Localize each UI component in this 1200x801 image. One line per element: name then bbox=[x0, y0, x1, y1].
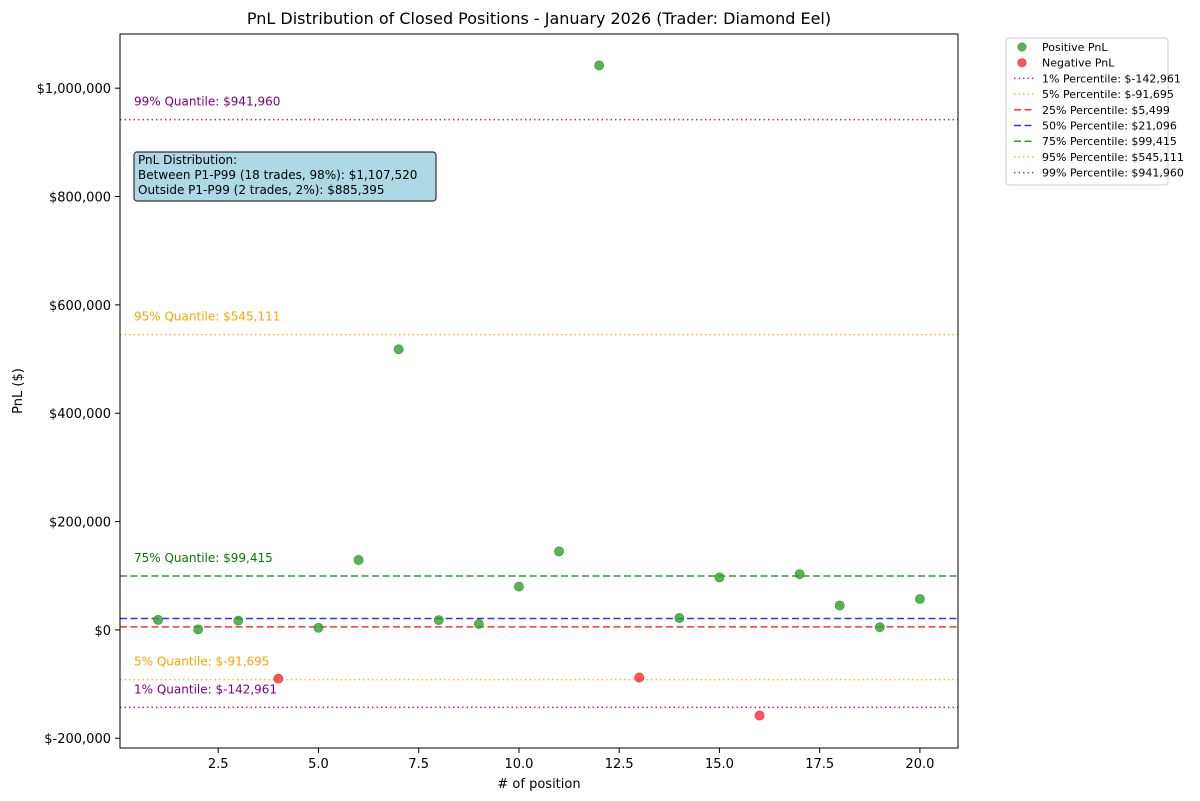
y-axis: $-200,000 $0 $200,000 $400,000 $600,000 $800,… bbox=[37, 82, 120, 747]
x-tick-label: 2.5 bbox=[208, 757, 229, 772]
data-point bbox=[594, 60, 605, 71]
x-axis: 2.5 5.0 7.5 10.0 12.5 15.0 17.5 20.0 bbox=[208, 748, 934, 772]
data-point bbox=[433, 615, 444, 626]
legend-entry-label: 25% Percentile: $5,499 bbox=[1042, 104, 1170, 117]
legend: Positive PnL Negative PnL 1% Percentile: $… bbox=[1005, 37, 1184, 186]
legend-entry-label: Negative PnL bbox=[1042, 57, 1115, 70]
y-tick-label: $0 bbox=[94, 624, 111, 639]
data-point bbox=[514, 581, 524, 592]
quantile-annotation: 99% Quantile: $941,960 bbox=[134, 95, 280, 109]
reference-lines bbox=[120, 118, 958, 709]
chart-title: PnL Distribution of Closed Positions - J… bbox=[247, 9, 831, 28]
data-point bbox=[233, 615, 244, 626]
data-point bbox=[273, 673, 284, 684]
quantile-annotation: 5% Quantile: $-91,695 bbox=[134, 655, 269, 669]
data-point bbox=[714, 572, 725, 583]
data-point bbox=[754, 710, 765, 721]
quantile-annotation: 1% Quantile: $-142,961 bbox=[134, 682, 277, 696]
data-points bbox=[153, 60, 925, 721]
legend-entry-label: 99% Percentile: $941,960 bbox=[1042, 167, 1184, 180]
x-tick-label: 20.0 bbox=[905, 757, 934, 772]
quantile-annotations: 1% Quantile: $-142,961 5% Quantile: $-91,… bbox=[134, 95, 280, 697]
x-axis-label: # of position bbox=[497, 777, 580, 792]
legend-frame bbox=[1005, 37, 1169, 186]
data-point bbox=[874, 622, 885, 633]
x-tick-label: 15.0 bbox=[705, 757, 734, 772]
plot-frame bbox=[119, 33, 959, 749]
data-point bbox=[834, 600, 845, 611]
data-point bbox=[674, 613, 685, 623]
y-axis-label: PnL ($) bbox=[11, 368, 26, 414]
legend-entry-label: 50% Percentile: $21,096 bbox=[1042, 120, 1177, 133]
legend-entry-label: 75% Percentile: $99,415 bbox=[1042, 135, 1177, 148]
data-point bbox=[554, 546, 564, 557]
legend-marker bbox=[1017, 42, 1027, 52]
info-line-1: PnL Distribution: bbox=[138, 153, 237, 167]
data-point bbox=[193, 624, 204, 635]
info-box: PnL Distribution: Between P1-P99 (18 tra… bbox=[133, 151, 437, 202]
quantile-annotation: 95% Quantile: $545,111 bbox=[134, 310, 280, 324]
data-point bbox=[473, 619, 484, 629]
info-box-background bbox=[133, 151, 437, 202]
legend-entry-label: 1% Percentile: $-142,961 bbox=[1042, 72, 1181, 85]
quantile-annotation: 75% Quantile: $99,415 bbox=[134, 551, 273, 565]
y-tick-label: $800,000 bbox=[49, 191, 111, 206]
data-point bbox=[153, 614, 163, 625]
data-point bbox=[313, 622, 324, 633]
legend-entry-label: Positive PnL bbox=[1042, 41, 1108, 54]
info-line-2: Between P1-P99 (18 trades, 98%): $1,107,… bbox=[138, 168, 417, 182]
x-tick-label: 7.5 bbox=[408, 757, 429, 772]
x-tick-label: 12.5 bbox=[605, 757, 634, 772]
x-tick-label: 5.0 bbox=[308, 757, 329, 772]
legend-marker bbox=[1017, 58, 1027, 68]
x-tick-label: 17.5 bbox=[805, 757, 834, 772]
legend-entry-label: 5% Percentile: $-91,695 bbox=[1042, 88, 1174, 101]
x-tick-label: 10.0 bbox=[504, 757, 533, 772]
y-tick-label: $200,000 bbox=[49, 516, 111, 531]
y-tick-label: $-200,000 bbox=[44, 732, 111, 747]
y-tick-label: $600,000 bbox=[49, 299, 111, 314]
legend-entry-label: 95% Percentile: $545,111 bbox=[1042, 151, 1184, 164]
data-point bbox=[915, 594, 925, 604]
y-tick-label: $1,000,000 bbox=[37, 82, 111, 97]
y-tick-label: $400,000 bbox=[49, 407, 111, 422]
data-point bbox=[353, 555, 364, 565]
data-point bbox=[393, 344, 404, 355]
info-line-3: Outside P1-P99 (2 trades, 2%): $885,395 bbox=[138, 183, 385, 197]
data-point bbox=[634, 672, 645, 683]
data-point bbox=[794, 569, 805, 580]
